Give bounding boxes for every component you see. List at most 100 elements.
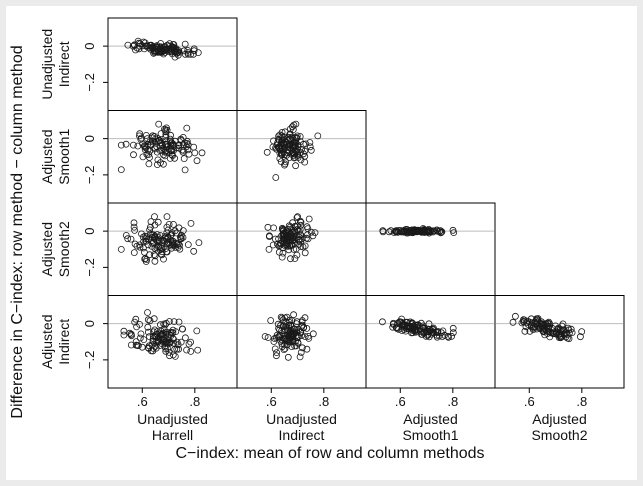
scatter-point xyxy=(170,318,178,326)
scatter-point xyxy=(117,141,125,149)
scatter-point xyxy=(163,41,171,49)
scatter-point xyxy=(180,155,188,163)
scatter-point xyxy=(144,309,151,316)
scatter-point xyxy=(142,235,150,243)
scatter-point xyxy=(275,132,283,140)
scatter-point xyxy=(152,42,160,50)
scatter-point xyxy=(130,219,138,227)
scatter-point xyxy=(138,230,145,238)
scatter-point xyxy=(132,46,139,54)
scatter-point xyxy=(191,149,199,157)
scatter-point xyxy=(172,328,180,336)
scatter-point xyxy=(128,332,135,340)
panel-frame xyxy=(236,295,367,389)
panel-r2-c1 xyxy=(236,202,367,296)
scatter-point xyxy=(264,334,272,341)
panel-r3-c2 xyxy=(365,295,496,389)
scatter-point xyxy=(149,344,157,352)
scatter-point xyxy=(304,225,312,233)
scatter-point xyxy=(193,327,201,335)
scatter-point xyxy=(305,215,313,223)
scatter-point xyxy=(184,50,192,58)
scatter-point xyxy=(285,154,293,162)
scatter-point xyxy=(278,151,286,159)
scatter-point xyxy=(176,245,184,253)
scatter-point xyxy=(303,324,311,332)
scatter-point xyxy=(286,338,294,346)
scatter-point xyxy=(139,244,147,252)
scatter-point xyxy=(147,218,155,226)
scatter-point xyxy=(280,238,288,245)
scatter-point xyxy=(269,143,277,151)
scatter-point xyxy=(409,228,417,236)
scatter-point xyxy=(273,141,281,149)
scatter-point xyxy=(278,314,286,322)
scatter-point xyxy=(180,47,188,55)
scatter-point xyxy=(301,249,309,257)
scatter-point xyxy=(297,221,305,229)
scatter-point xyxy=(136,243,144,251)
scatter-point xyxy=(151,233,158,241)
panel-frame xyxy=(107,17,238,111)
scatter-point xyxy=(166,154,174,162)
scatter-point xyxy=(141,255,149,263)
scatter-point xyxy=(179,133,187,141)
scatter-point xyxy=(271,345,279,353)
scatter-point xyxy=(378,318,386,326)
scatter-point xyxy=(449,324,457,332)
scatter-point xyxy=(427,228,435,236)
scatter-point xyxy=(144,344,152,352)
scatter-point xyxy=(288,343,296,351)
scatter-point xyxy=(263,148,271,156)
x-tick-label: .8 xyxy=(318,394,329,409)
scatter-point xyxy=(298,321,306,329)
scatter-point xyxy=(171,47,179,55)
x-tick-label: .6 xyxy=(266,394,277,409)
scatter-point xyxy=(156,321,164,329)
y-tick-label: −.2 xyxy=(82,73,97,91)
row-label: Indirect xyxy=(56,319,72,365)
scatter-point xyxy=(120,327,128,335)
scatter-point xyxy=(146,45,154,53)
scatter-point xyxy=(290,121,298,129)
scatter-point xyxy=(297,218,305,226)
scatter-point xyxy=(194,49,202,56)
scatter-point xyxy=(271,235,279,243)
scatter-point xyxy=(122,231,130,239)
scatter-point xyxy=(278,253,286,261)
scatter-point xyxy=(296,353,304,361)
scatter-point xyxy=(185,340,193,348)
panel-r3-c0 xyxy=(107,295,238,389)
scatter-point xyxy=(194,346,202,354)
scatter-point xyxy=(286,232,294,240)
scatter-point xyxy=(173,345,181,353)
scatter-point xyxy=(526,327,534,335)
scatter-point xyxy=(162,137,170,145)
scatter-point xyxy=(129,42,137,50)
row-label: Smooth1 xyxy=(56,129,72,185)
scatter-point xyxy=(160,320,168,328)
scatter-point xyxy=(278,340,286,347)
scatter-point xyxy=(131,226,139,234)
scatter-point xyxy=(309,330,317,338)
scatter-point xyxy=(292,139,300,147)
scatter-point xyxy=(155,136,163,144)
scatter-point xyxy=(149,239,157,246)
scatter-point xyxy=(304,235,312,243)
row-label: Adjusted xyxy=(39,222,55,276)
scatter-point xyxy=(181,40,189,48)
scatter-point xyxy=(541,324,548,332)
y-tick-label: 0 xyxy=(82,320,97,327)
panel-frame xyxy=(365,295,496,389)
scatter-point xyxy=(141,143,149,151)
row-label: Indirect xyxy=(56,41,72,87)
scatter-point xyxy=(168,147,176,155)
scatter-point xyxy=(136,130,144,138)
scatter-point xyxy=(293,318,301,326)
scatter-point xyxy=(153,161,161,169)
scatter-point xyxy=(282,234,290,241)
scatter-point xyxy=(294,150,302,158)
scatter-point xyxy=(176,233,184,241)
scatter-point xyxy=(577,333,584,341)
